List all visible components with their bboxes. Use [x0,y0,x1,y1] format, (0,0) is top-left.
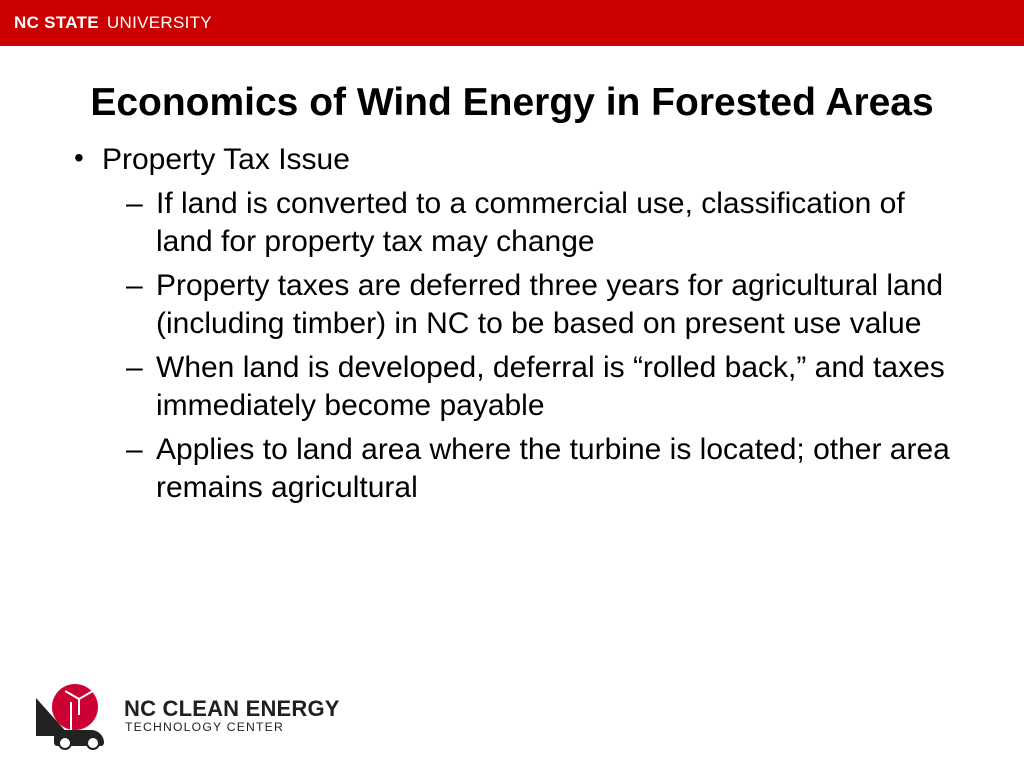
header-org-bold: NC STATE [14,13,99,32]
bullet-level1: Property Tax Issue [72,140,952,179]
bullet-level2: Applies to land area where the turbine i… [72,431,952,506]
header-org-light: UNIVERSITY [107,13,212,32]
slide-title: Economics of Wind Energy in Forested Are… [0,80,1024,126]
bullet-level2: If land is converted to a commercial use… [72,185,952,260]
footer-logo: NC CLEAN ENERGY TECHNOLOGY CENTER [36,684,340,746]
logo-car-icon [54,730,104,746]
header-bar: NC STATE UNIVERSITY [0,0,1024,46]
logo-blade-icon [78,699,80,715]
clean-energy-logo-icon [36,684,114,746]
bullet-level2: When land is developed, deferral is “rol… [72,349,952,424]
footer-logo-line2: TECHNOLOGY CENTER [125,721,340,734]
footer-logo-line1: NC CLEAN ENERGY [124,697,340,720]
bullet-level2: Property taxes are deferred three years … [72,267,952,342]
footer-logo-text: NC CLEAN ENERGY TECHNOLOGY CENTER [124,697,340,734]
header-org-name: NC STATE UNIVERSITY [14,13,212,33]
slide-body: Property Tax Issue If land is converted … [0,126,1024,506]
